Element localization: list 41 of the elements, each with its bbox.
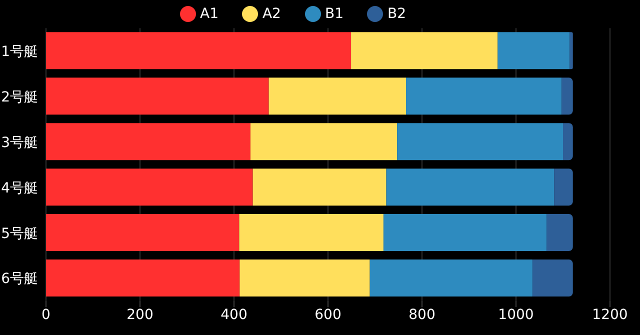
legend-label: B2 [387,6,406,22]
bar [383,214,547,252]
x-tick-label: 0 [42,306,50,323]
legend-label: A1 [200,6,218,22]
bar [406,78,562,115]
bar [554,168,573,206]
bar [498,32,570,70]
legend-label: A2 [262,6,281,22]
x-tick-label: 800 [408,306,436,323]
bar [239,214,384,252]
bar [351,32,498,70]
y-tick-label: 1号艇 [1,44,38,60]
x-tick-label: 600 [314,306,342,323]
x-tick-label: 400 [220,306,248,323]
y-tick-label: 2号艇 [1,89,38,106]
bar [46,168,253,206]
y-tick-label: 3号艇 [1,134,38,151]
bar [570,32,573,70]
bar [46,260,240,297]
bar [46,214,240,252]
bar [370,260,532,297]
y-tick-label: 5号艇 [1,226,38,242]
y-tick-label: 4号艇 [1,180,38,196]
x-tick-label: 1000 [498,306,534,323]
bar [532,260,573,297]
bar [562,78,573,115]
bar [240,260,370,297]
bar [46,78,269,115]
legend-label: B1 [324,6,344,22]
bar [252,168,386,206]
bar [46,123,250,160]
x-tick-label: 200 [126,306,154,323]
bar [563,123,573,160]
bar [268,78,406,115]
bar [397,123,563,160]
bar [546,214,573,252]
bar [386,168,554,206]
y-tick-label: 6号艇 [1,271,38,288]
bar [46,32,352,70]
x-tick-label: 1200 [592,306,628,323]
bar [250,123,398,160]
